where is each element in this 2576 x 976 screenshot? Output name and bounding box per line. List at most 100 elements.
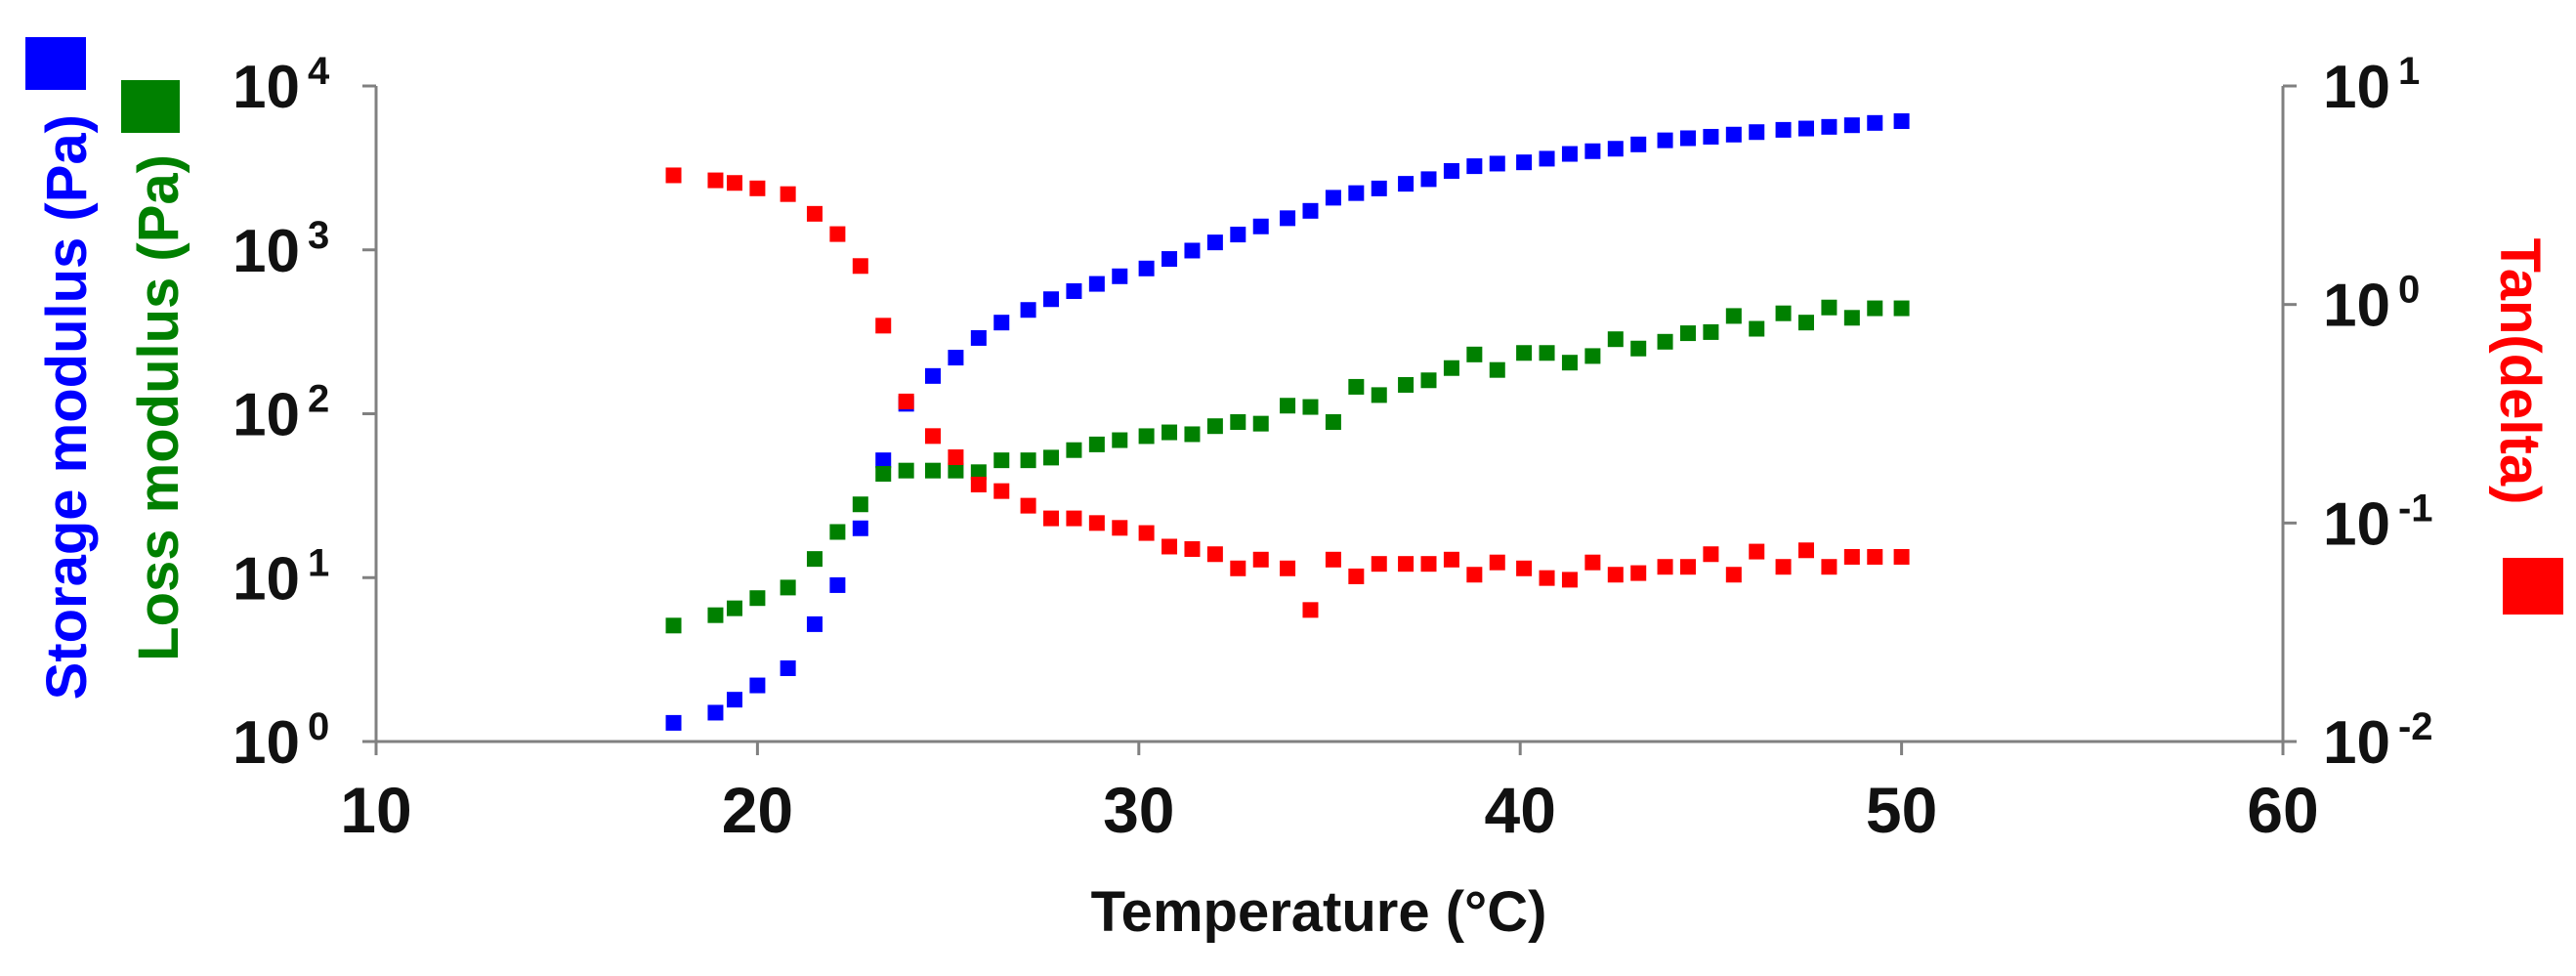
- loss-modulus-point: [1466, 346, 1483, 362]
- y-right-tick-label: 10 0: [2323, 269, 2420, 340]
- tan-delta-point: [1867, 548, 1883, 565]
- storage-modulus-point: [780, 659, 796, 676]
- tan-delta-point: [1112, 520, 1128, 536]
- loss-modulus-point-series: [665, 299, 1910, 634]
- loss-modulus-point: [1443, 360, 1459, 376]
- storage-modulus-point: [806, 615, 823, 632]
- y-right-tick-label: 10 -2: [2323, 705, 2433, 777]
- loss-legend-marker: [121, 80, 180, 133]
- storage-modulus-point: [1088, 276, 1105, 292]
- loss-modulus-point: [1867, 300, 1883, 317]
- tan-delta-point: [1280, 560, 1296, 576]
- storage-modulus-point: [707, 704, 724, 721]
- loss-modulus-point: [1206, 418, 1223, 435]
- tan-delta-point: [1020, 497, 1036, 514]
- loss-modulus-point: [726, 600, 742, 616]
- tan-delta-point: [898, 393, 914, 409]
- storage-modulus-point: [1679, 130, 1696, 147]
- tan-delta-point: [852, 258, 868, 275]
- storage-modulus-point: [1798, 120, 1814, 137]
- loss-modulus-point: [1843, 310, 1860, 326]
- storage-modulus-point: [1539, 150, 1555, 167]
- tan-delta-point: [970, 476, 987, 492]
- loss-modulus-point: [1230, 413, 1246, 430]
- loss-modulus-point: [1561, 355, 1578, 371]
- tan-delta-point: [1302, 602, 1319, 618]
- tan-delta-point: [993, 483, 1010, 499]
- loss-modulus-point: [665, 617, 682, 634]
- storage-modulus-point: [1371, 180, 1387, 196]
- tan-delta-point: [1893, 548, 1910, 565]
- loss-modulus-point: [1371, 387, 1387, 403]
- tan-delta-point: [1252, 551, 1269, 568]
- storage-modulus-point-series: [665, 113, 1910, 731]
- tan-delta-point: [1398, 556, 1415, 573]
- tan-delta-point: [1607, 567, 1624, 583]
- loss-modulus-point: [780, 579, 796, 596]
- x-tick-label: 40: [1484, 774, 1555, 846]
- loss-modulus-point: [993, 452, 1010, 469]
- y-left-tick-label: 10 4: [232, 50, 330, 121]
- storage-modulus-point: [1020, 302, 1036, 318]
- loss-modulus-point: [924, 462, 941, 479]
- tan-delta-point: [1466, 567, 1483, 583]
- tan-delta-point: [806, 205, 823, 222]
- loss-modulus-point: [1703, 323, 1719, 340]
- storage-modulus-point: [1725, 126, 1742, 143]
- storage-modulus-point: [1043, 291, 1060, 308]
- storage-modulus-point: [665, 714, 682, 731]
- ticks-layer: 10 20 30 40 50 60 10 4 10 3 10 2 10 1 10 0 10 1 10 0 10 -1 10-…: [232, 50, 2433, 846]
- storage-modulus-point: [993, 315, 1010, 331]
- storage-modulus-point: [852, 520, 868, 536]
- tan-delta-point: [1088, 515, 1105, 531]
- tan-delta-point: [1489, 554, 1505, 571]
- storage-modulus-point: [1302, 202, 1319, 219]
- loss-modulus-point: [1516, 345, 1533, 361]
- storage-modulus-point: [1138, 260, 1155, 276]
- loss-modulus-point: [1725, 308, 1742, 324]
- storage-modulus-point: [1420, 171, 1437, 188]
- loss-modulus-point: [1798, 315, 1814, 331]
- tan-delta-point: [1371, 556, 1387, 573]
- loss-modulus-point: [1161, 424, 1178, 441]
- loss-modulus-point: [1893, 300, 1910, 317]
- loss-modulus-point: [898, 462, 914, 479]
- loss-modulus-point: [806, 551, 823, 568]
- x-tick-label: 30: [1103, 774, 1174, 846]
- tan-delta-point: [1725, 567, 1742, 583]
- x-tick-label: 50: [1866, 774, 1937, 846]
- tan-delta-point: [1843, 548, 1860, 565]
- loss-modulus-point: [1630, 340, 1647, 357]
- tan-delta-point: [1443, 551, 1459, 568]
- storage-modulus-label: Storage modulus (Pa): [35, 114, 99, 700]
- storage-modulus-point: [1280, 210, 1296, 227]
- storage-modulus-point: [1607, 141, 1624, 157]
- storage-legend-marker: [25, 37, 86, 90]
- storage-modulus-point: [1348, 185, 1365, 201]
- tan-delta-point: [875, 318, 892, 334]
- loss-modulus-point: [829, 524, 846, 540]
- tan-delta-point: [1561, 572, 1578, 588]
- loss-modulus-point: [1679, 325, 1696, 342]
- y-left-tick-label: 10 3: [232, 214, 329, 285]
- tan-delta-point: [1539, 570, 1555, 586]
- storage-modulus-point: [1867, 114, 1883, 131]
- loss-modulus-point: [1420, 372, 1437, 389]
- x-tick-label: 20: [722, 774, 793, 846]
- storage-modulus-point: [1749, 124, 1765, 141]
- storage-modulus-point: [1443, 162, 1459, 179]
- tan-delta-point: [1043, 510, 1060, 527]
- loss-modulus-point: [1539, 345, 1555, 361]
- loss-modulus-point: [707, 607, 724, 623]
- storage-modulus-point: [829, 576, 846, 593]
- loss-modulus-point: [1302, 399, 1319, 415]
- tan-legend-marker: [2503, 558, 2563, 615]
- tan-delta-point: [1230, 560, 1246, 576]
- storage-modulus-point: [1561, 146, 1578, 162]
- y-right-tick-label: 10 1: [2323, 50, 2420, 121]
- y-left-tick-label: 10 2: [232, 378, 329, 449]
- loss-modulus-point: [1489, 361, 1505, 378]
- tan-delta-point: [948, 449, 964, 466]
- loss-modulus-point: [1066, 442, 1082, 458]
